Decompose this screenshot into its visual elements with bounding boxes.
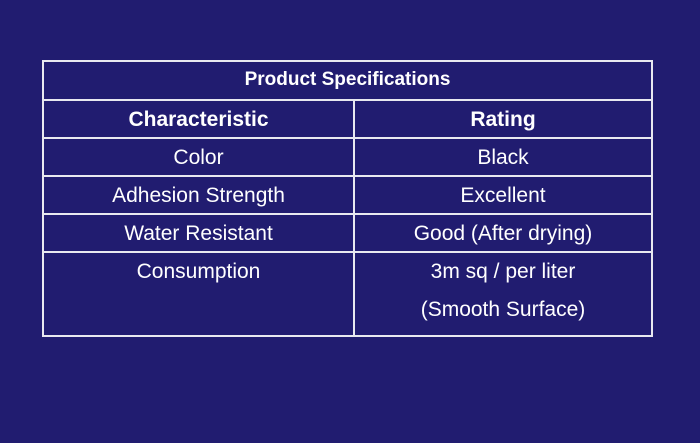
- table-row: Adhesion Strength Excellent: [44, 175, 651, 215]
- header-row: Characteristic Rating: [44, 99, 651, 139]
- column-divider: [353, 177, 355, 215]
- table-row: Water Resistant Good (After drying): [44, 213, 651, 253]
- table-cell: 3m sq / per liter (Smooth Surface): [355, 253, 651, 329]
- column-divider: [353, 253, 355, 337]
- table-cell: Good (After drying): [413, 222, 593, 245]
- column-divider: [353, 215, 355, 253]
- table-cell: Water Resistant: [124, 222, 273, 245]
- title-row: Product Specifications: [44, 62, 651, 99]
- spec-table: Product Specifications Characteristic Rat…: [42, 60, 653, 337]
- header-cell: Rating: [470, 108, 536, 131]
- table-cell: Excellent: [460, 184, 546, 207]
- table-title: Product Specifications: [244, 69, 451, 90]
- table-cell: Black: [477, 146, 529, 169]
- table-cell: Adhesion Strength: [112, 184, 285, 207]
- column-divider: [353, 139, 355, 177]
- cell-line: 3m sq / per liter: [430, 260, 576, 283]
- table-cell: Consumption: [136, 260, 261, 283]
- header-cell: Characteristic: [128, 108, 269, 131]
- column-divider: [353, 101, 355, 139]
- table-row: Color Black: [44, 137, 651, 177]
- table-cell: Color: [173, 146, 224, 169]
- table-row: Consumption 3m sq / per liter (Smooth Surf…: [44, 251, 651, 337]
- cell-line: (Smooth Surface): [420, 298, 586, 321]
